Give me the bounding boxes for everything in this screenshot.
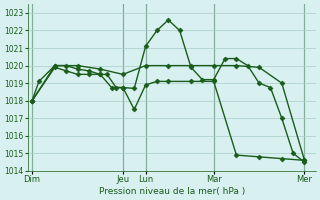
X-axis label: Pression niveau de la mer( hPa ): Pression niveau de la mer( hPa ) <box>99 187 245 196</box>
